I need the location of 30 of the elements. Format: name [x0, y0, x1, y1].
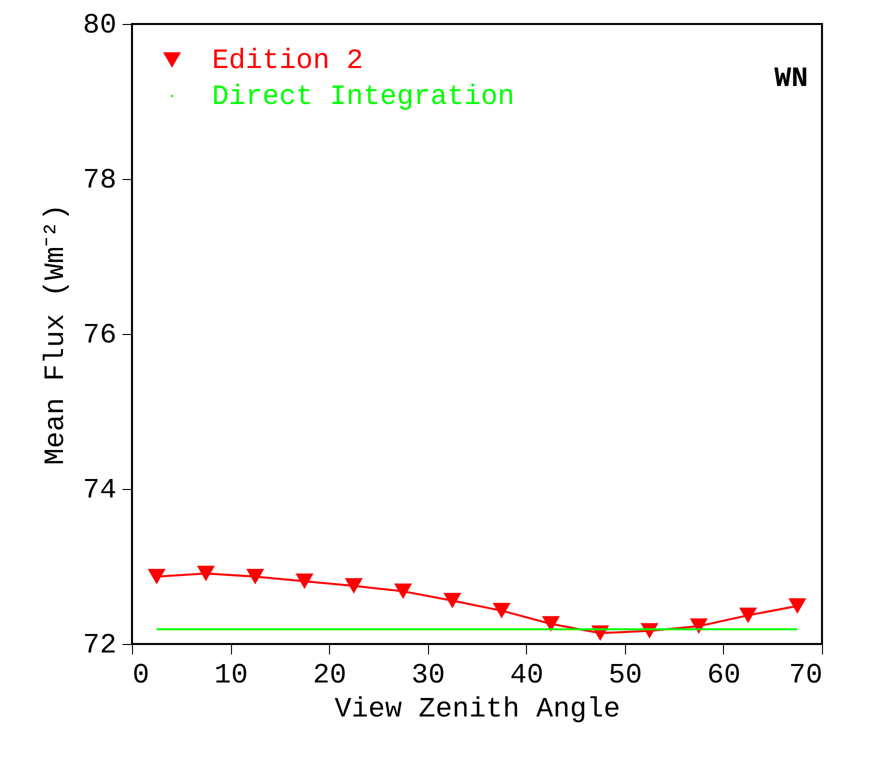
- y-tick-label: 72: [82, 630, 116, 662]
- point: [344, 578, 363, 594]
- y-axis-title: Mean Flux (Wm⁻²): [40, 204, 72, 466]
- y-tick-label: 74: [82, 476, 116, 506]
- point: [690, 618, 708, 634]
- y-tick-label: 80: [82, 10, 116, 42]
- x-tick-label: 20: [312, 660, 346, 692]
- point: [394, 584, 412, 600]
- x-tick-label: 70: [788, 660, 822, 692]
- point: [443, 592, 462, 608]
- point: [296, 573, 314, 589]
- text: Direct Integration: [212, 82, 514, 113]
- legend-label: Edition 2: [212, 46, 364, 77]
- x-tick-label: 0: [132, 660, 150, 692]
- point: [196, 566, 215, 582]
- y-tick-label: 78: [82, 166, 116, 196]
- point: [492, 602, 511, 618]
- x-tick-label: 10: [214, 660, 248, 692]
- point: [739, 608, 758, 624]
- x-tick-label: 40: [510, 660, 544, 692]
- annotation: WN: [774, 64, 808, 95]
- x-tick-label: 30: [411, 660, 446, 692]
- x-axis-title: View Zenith Angle: [334, 694, 620, 726]
- x-tick-label: 60: [707, 660, 741, 692]
- x-tick-label: 50: [608, 660, 642, 692]
- point: [788, 598, 806, 614]
- point: [246, 568, 264, 584]
- y-tick-label: 76: [82, 320, 116, 352]
- point: [148, 568, 166, 584]
- point: [542, 616, 560, 632]
